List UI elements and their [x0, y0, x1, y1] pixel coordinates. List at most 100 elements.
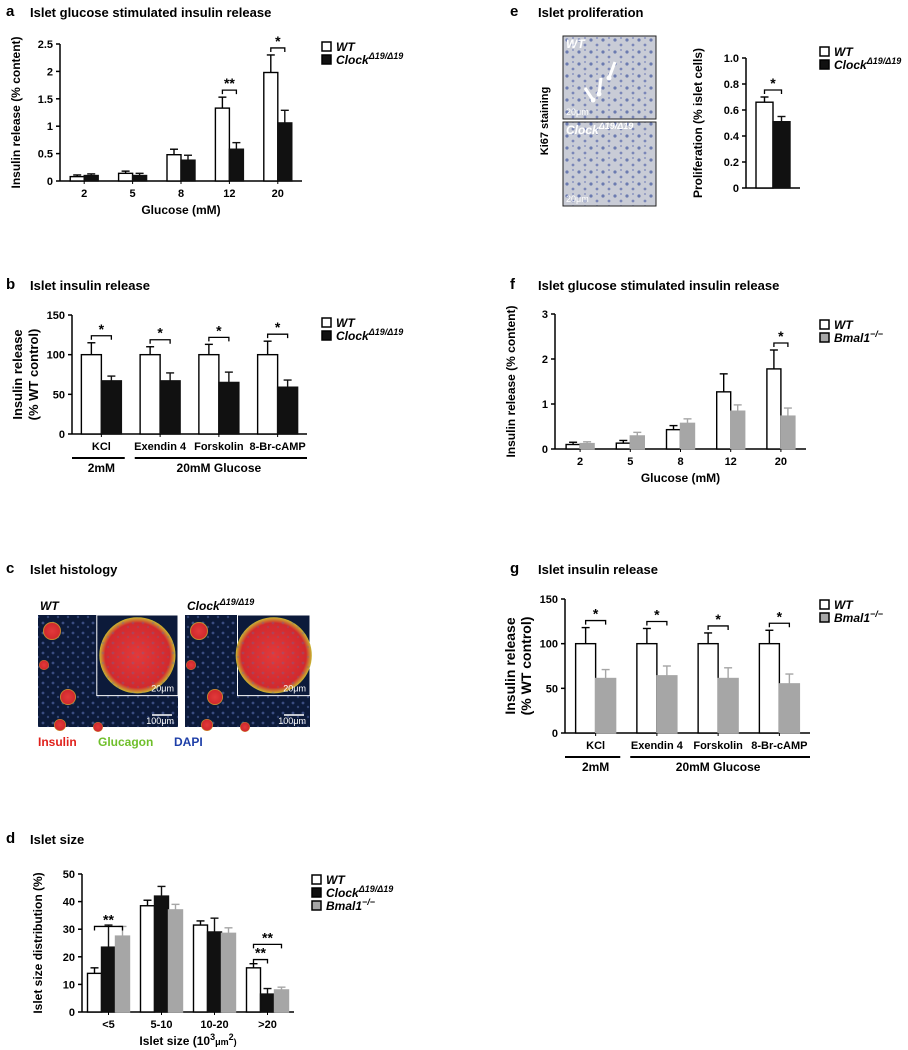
f-sig-bracket [773, 342, 789, 347]
g-y-label: Insulin release(% WT control) [502, 617, 534, 716]
b-y-tick-label: 0 [59, 429, 65, 441]
chart-d: 0 10 20 30 40 50 Islet size distribution (%) <5… [31, 869, 294, 1048]
f-sig-label: * [778, 328, 784, 344]
b-sig-bracket [208, 336, 230, 342]
d-legend-label-bmal: Bmal1−/− [326, 897, 376, 913]
c-stain-label-1: Glucagon [98, 735, 153, 749]
b-x-tick-label: Forskolin [194, 441, 244, 453]
d-y-tick-label: 0 [69, 1007, 75, 1019]
a-y-tick-label: 0.5 [38, 149, 53, 161]
d-legend-swatch-wt [311, 874, 322, 885]
f-bar-wt-0 [565, 443, 581, 450]
d-bar-clock-2 [206, 931, 223, 1013]
d-y-label: Islet size distribution (%) [31, 872, 45, 1013]
c-image-clock-inset-nuclei [235, 617, 312, 694]
a-legend-label-clock: ClockΔ19/Δ19 [336, 51, 403, 67]
d-sig-bracket [252, 958, 269, 964]
e-image-wt-arrow-head [596, 91, 602, 97]
g-bar-bmal-0 [594, 677, 617, 734]
a-x-tick-label: 20 [272, 188, 284, 200]
e-image-wt-scale: 20μm [566, 107, 589, 117]
f-bar-bmal-1 [629, 435, 645, 450]
b-y-tick-label: 100 [47, 350, 65, 362]
e-sig-bracket [763, 89, 783, 94]
f-y-tick-label: 0 [542, 444, 548, 456]
d-sig-label: ** [255, 945, 266, 961]
g-group-labels: 2mM 20mM Glucose [565, 756, 810, 774]
f-bar-bmal-4 [780, 415, 796, 450]
b-sig-label: * [275, 319, 281, 335]
b-group-labels: 2mM 20mM Glucose [72, 457, 307, 475]
a-sig-label: ** [224, 75, 235, 91]
f-bar-wt-4 [766, 368, 782, 450]
panel-title-d: Islet size [30, 832, 84, 847]
e-image-clock-image [562, 121, 657, 207]
a-x-tick-label: 2 [81, 188, 87, 200]
g-bar-wt-0 [574, 642, 597, 734]
b-bar-clock-0 [100, 380, 123, 435]
e-legend-label-clock: ClockΔ19/Δ19 [834, 56, 901, 72]
e-y-tick-label: 0.4 [724, 131, 740, 143]
panel-title-b: Islet insulin release [30, 278, 150, 293]
f-x-tick-label: 5 [627, 456, 633, 468]
e-y-tick-label: 0 [733, 183, 739, 195]
e-image-clock-scale: 20μm [566, 194, 589, 204]
c-image-clock-scale-large: 100μm [278, 716, 306, 726]
b-x-tick-label: Exendin 4 [134, 441, 187, 453]
g-x-tick-label: KCl [586, 740, 605, 752]
d-bar-wt-2 [192, 924, 209, 1013]
g-legend-label-wt: WT [834, 598, 854, 612]
g-legend-swatch-wt [819, 599, 830, 610]
c-image-wt-scale-small: 20μm [151, 684, 174, 694]
d-sig-label: ** [262, 929, 273, 945]
g-sig-bracket [768, 622, 791, 628]
g-bar-bmal-3 [778, 683, 801, 734]
a-bar-clock-3 [228, 148, 245, 182]
b-bar-wt-2 [198, 353, 220, 435]
c-image-wt-inset-nuclei [99, 617, 176, 694]
g-y-tick-label: 0 [552, 728, 558, 740]
a-bar-clock-2 [180, 159, 196, 182]
b-bar-clock-1 [159, 380, 181, 435]
g-x-tick-label: Exendin 4 [631, 740, 684, 752]
panel-title-a: Islet glucose stimulated insulin release [30, 5, 271, 20]
b-y-tick-label: 50 [53, 389, 65, 401]
e-y-label: Proliferation (% islet cells) [691, 48, 705, 198]
a-y-tick-label: 0 [47, 176, 53, 188]
f-bar-bmal-3 [730, 410, 746, 450]
a-x-tick-label: 12 [223, 188, 235, 200]
e-image-wt-label: WT [566, 37, 586, 51]
chart-g: 0 50 100 150 Insulin release(% WT control) KC… [502, 594, 810, 752]
g-bar-bmal-2 [717, 677, 739, 734]
d-y-tick-label: 10 [63, 979, 75, 991]
d-bar-bmal-0 [114, 935, 131, 1013]
d-legend-label-clock: ClockΔ19/Δ19 [326, 884, 393, 900]
a-bar-wt-0 [69, 175, 85, 182]
b-x-tick-label: 8-Br-cAMP [250, 441, 306, 453]
f-x-tick-label: 2 [577, 456, 583, 468]
g-sig-label: * [654, 606, 660, 622]
e-y-tick-label: 0.8 [724, 79, 739, 91]
d-y-tick-label: 40 [63, 897, 75, 909]
a-sig-bracket [270, 47, 286, 52]
a-y-label: Insulin release (% content) [9, 36, 23, 188]
d-y-tick-label: 30 [63, 924, 75, 936]
c-image-clock-small-islet [207, 689, 223, 705]
g-x-tick-label: Forskolin [693, 740, 743, 752]
a-bar-wt-3 [214, 107, 231, 182]
d-bar-clock-3 [259, 993, 276, 1013]
g-bar-bmal-1 [656, 675, 678, 734]
b-bar-wt-1 [139, 353, 161, 435]
d-y-tick-label: 50 [63, 869, 75, 881]
d-y-tick-label: 20 [63, 952, 75, 964]
c-image-wt-small-islet [43, 622, 61, 640]
e-y-tick-label: 0.2 [724, 157, 739, 169]
panel-title-f: Islet glucose stimulated insulin release [538, 278, 779, 293]
a-sig-label: * [275, 33, 281, 49]
g-sig-bracket [584, 619, 607, 625]
a-legend-label-wt: WT [336, 40, 356, 54]
b-x-tick-label: KCl [92, 441, 111, 453]
chart-b: 0 50 100 150 Insulin release(% WT control) KC… [10, 310, 307, 453]
g-sig-label: * [593, 606, 599, 622]
